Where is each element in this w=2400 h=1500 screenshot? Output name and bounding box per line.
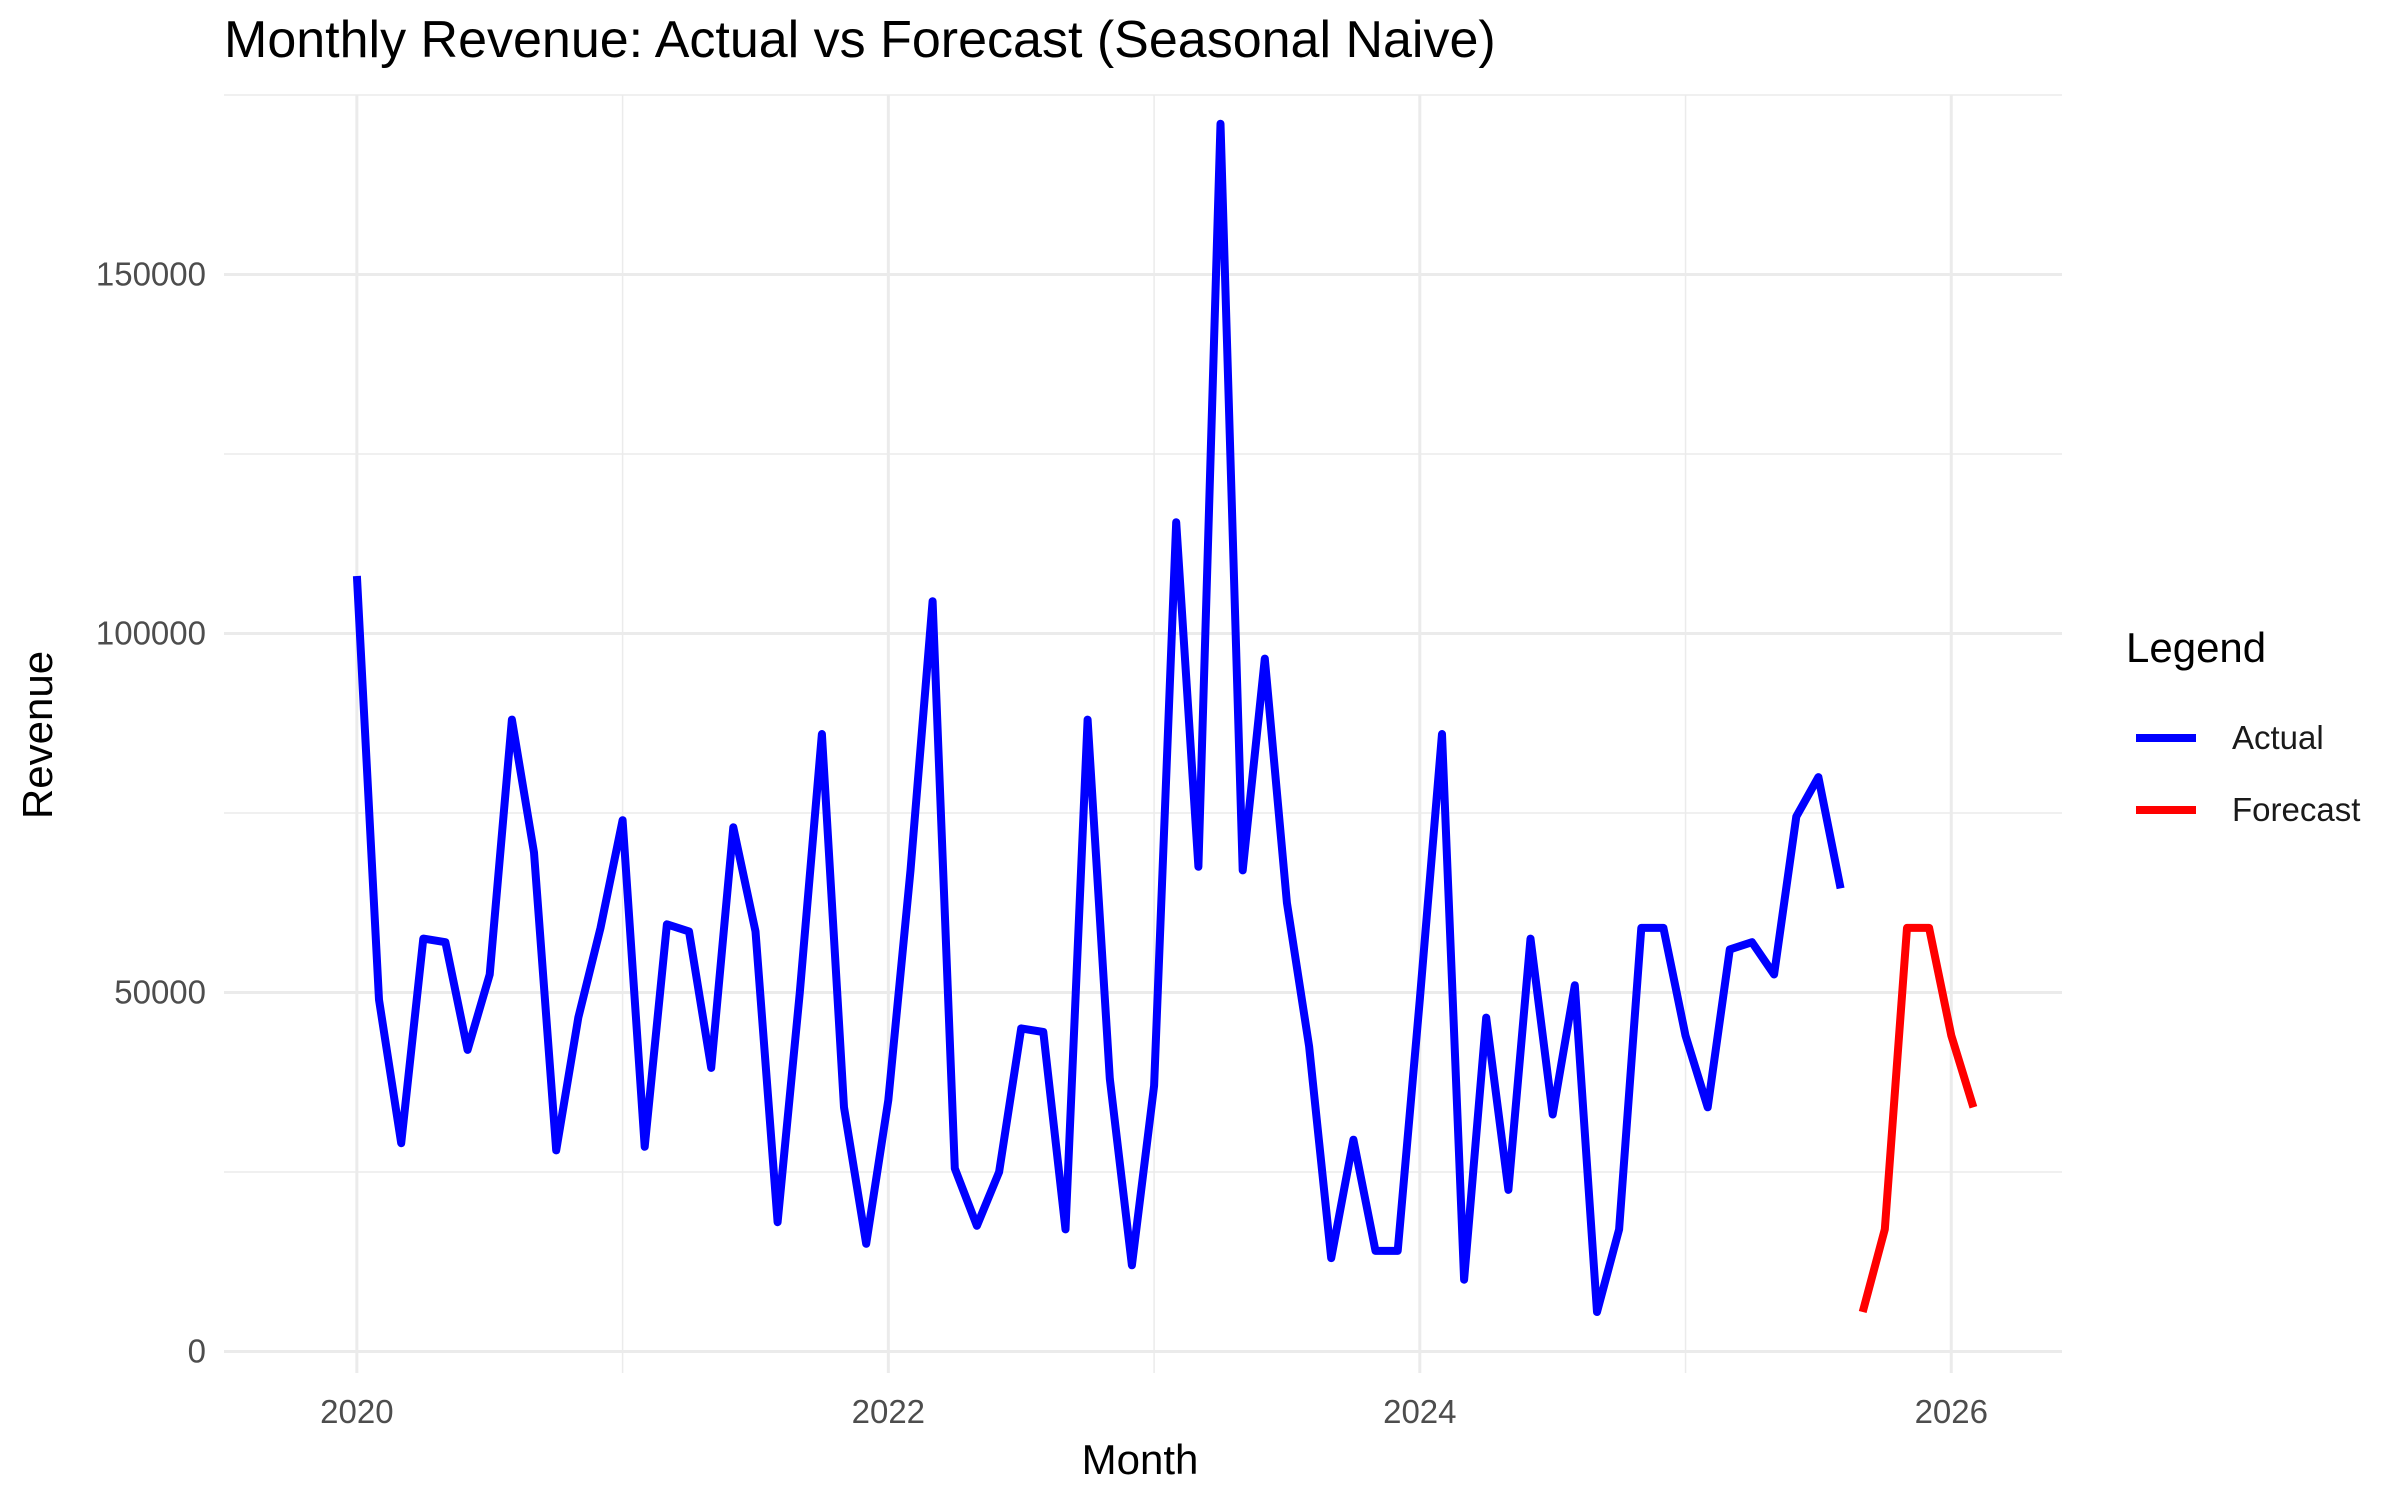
x-axis-ticks: 2020 2022 2024 2026 xyxy=(320,1393,1988,1430)
legend-key-actual xyxy=(2136,734,2196,742)
y-axis-ticks: 0 50000 100000 150000 xyxy=(96,255,206,1369)
chart-title: Monthly Revenue: Actual vs Forecast (Sea… xyxy=(224,11,1496,69)
series-layer xyxy=(352,119,1978,1316)
legend-key-forecast xyxy=(2136,806,2196,814)
legend-item-actual: Actual xyxy=(2126,702,2360,774)
series-line-actual xyxy=(352,119,1845,1316)
x-tick-label: 2024 xyxy=(1383,1393,1456,1430)
y-tick-label: 150000 xyxy=(96,255,206,292)
legend-label: Forecast xyxy=(2232,791,2361,828)
y-tick-label: 0 xyxy=(188,1332,206,1369)
y-tick-label: 50000 xyxy=(114,973,206,1010)
legend-title: Legend xyxy=(2126,624,2267,671)
x-axis-title: Month xyxy=(1082,1436,1199,1483)
x-tick-label: 2020 xyxy=(320,1393,393,1430)
y-axis-title: Revenue xyxy=(14,651,61,819)
y-tick-label: 100000 xyxy=(96,614,206,651)
legend-items: Actual Forecast xyxy=(2126,702,2360,846)
x-tick-label: 2026 xyxy=(1915,1393,1988,1430)
legend-item-forecast: Forecast xyxy=(2126,774,2360,846)
legend: Legend Actual Forecast xyxy=(2126,624,2360,846)
x-tick-label: 2022 xyxy=(852,1393,925,1430)
major-gridlines xyxy=(224,95,2062,1373)
legend-label: Actual xyxy=(2232,719,2324,756)
series-line-forecast xyxy=(1858,923,1978,1314)
